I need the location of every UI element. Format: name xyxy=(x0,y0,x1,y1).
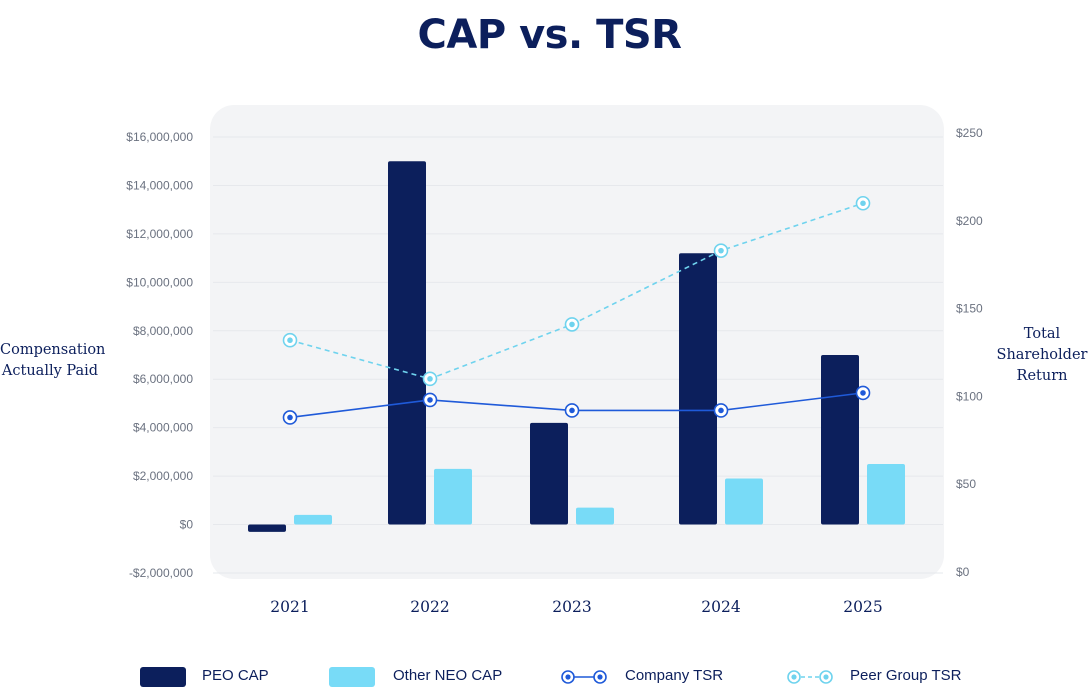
right-tick-label: $0 xyxy=(956,565,970,579)
right-tick-label: $150 xyxy=(956,302,983,316)
legend-label-peer-group-tsr: Peer Group TSR xyxy=(850,667,962,684)
legend-swatch-peo-cap xyxy=(140,667,186,687)
point-center-peer-group-tsr xyxy=(427,376,433,382)
x-tick-label: 2022 xyxy=(410,598,449,616)
left-tick-label: -$2,000,000 xyxy=(129,566,193,580)
left-tick-label: $0 xyxy=(180,518,194,532)
bar-peo-cap xyxy=(821,355,859,525)
legend-swatch-other-neo-cap xyxy=(329,667,375,687)
point-center-company-tsr xyxy=(427,397,433,403)
x-tick-label: 2021 xyxy=(270,598,309,616)
right-tick-label: $250 xyxy=(956,126,983,140)
x-tick-label: 2023 xyxy=(552,598,591,616)
legend-label-peo-cap: PEO CAP xyxy=(202,667,269,684)
legend-label-other-neo-cap: Other NEO CAP xyxy=(393,667,503,684)
point-center-company-tsr xyxy=(569,407,575,414)
left-tick-label: $10,000,000 xyxy=(126,275,193,289)
left-tick-label: $12,000,000 xyxy=(126,227,193,241)
point-center-peer-group-tsr xyxy=(718,247,724,254)
point-center-company-tsr xyxy=(287,414,293,421)
bar-other-neo-cap xyxy=(576,507,614,525)
legend: PEO CAP Other NEO CAP Company TSR Peer G… xyxy=(0,664,1092,692)
bar-other-neo-cap xyxy=(434,468,472,525)
left-tick-label: $4,000,000 xyxy=(133,421,193,435)
bar-peo-cap xyxy=(248,524,286,532)
bar-peo-cap xyxy=(679,253,717,525)
point-center-peer-group-tsr xyxy=(287,337,293,344)
left-tick-label: $6,000,000 xyxy=(133,372,193,386)
left-tick-label: $2,000,000 xyxy=(133,469,193,483)
chart-title: CAP vs. TSR xyxy=(417,12,682,58)
bar-peo-cap xyxy=(530,422,568,525)
bar-other-neo-cap xyxy=(867,464,905,525)
right-tick-label: $100 xyxy=(956,389,983,403)
right-tick-label: $50 xyxy=(956,477,976,491)
left-tick-label: $8,000,000 xyxy=(133,324,193,338)
left-tick-label: $16,000,000 xyxy=(126,130,193,144)
point-center-peer-group-tsr xyxy=(569,321,575,328)
legend-swatch-company-tsr xyxy=(561,670,607,684)
point-center-peer-group-tsr xyxy=(860,200,866,207)
legend-swatch-peer-group-tsr xyxy=(787,670,833,684)
left-axis-title: Compensation Actually Paid xyxy=(0,342,106,379)
right-axis-title: Total Shareholder Return xyxy=(996,326,1088,384)
x-tick-label: 2025 xyxy=(843,598,882,616)
x-tick-label: 2024 xyxy=(701,598,741,616)
bar-other-neo-cap xyxy=(725,478,763,525)
point-center-company-tsr xyxy=(718,407,724,414)
point-center-company-tsr xyxy=(860,390,866,396)
left-tick-label: $14,000,000 xyxy=(126,178,193,192)
bar-other-neo-cap xyxy=(294,514,332,525)
right-tick-label: $200 xyxy=(956,214,983,228)
legend-label-company-tsr: Company TSR xyxy=(625,667,724,684)
bar-peo-cap xyxy=(388,161,426,525)
line-peer-group-tsr xyxy=(289,202,864,380)
